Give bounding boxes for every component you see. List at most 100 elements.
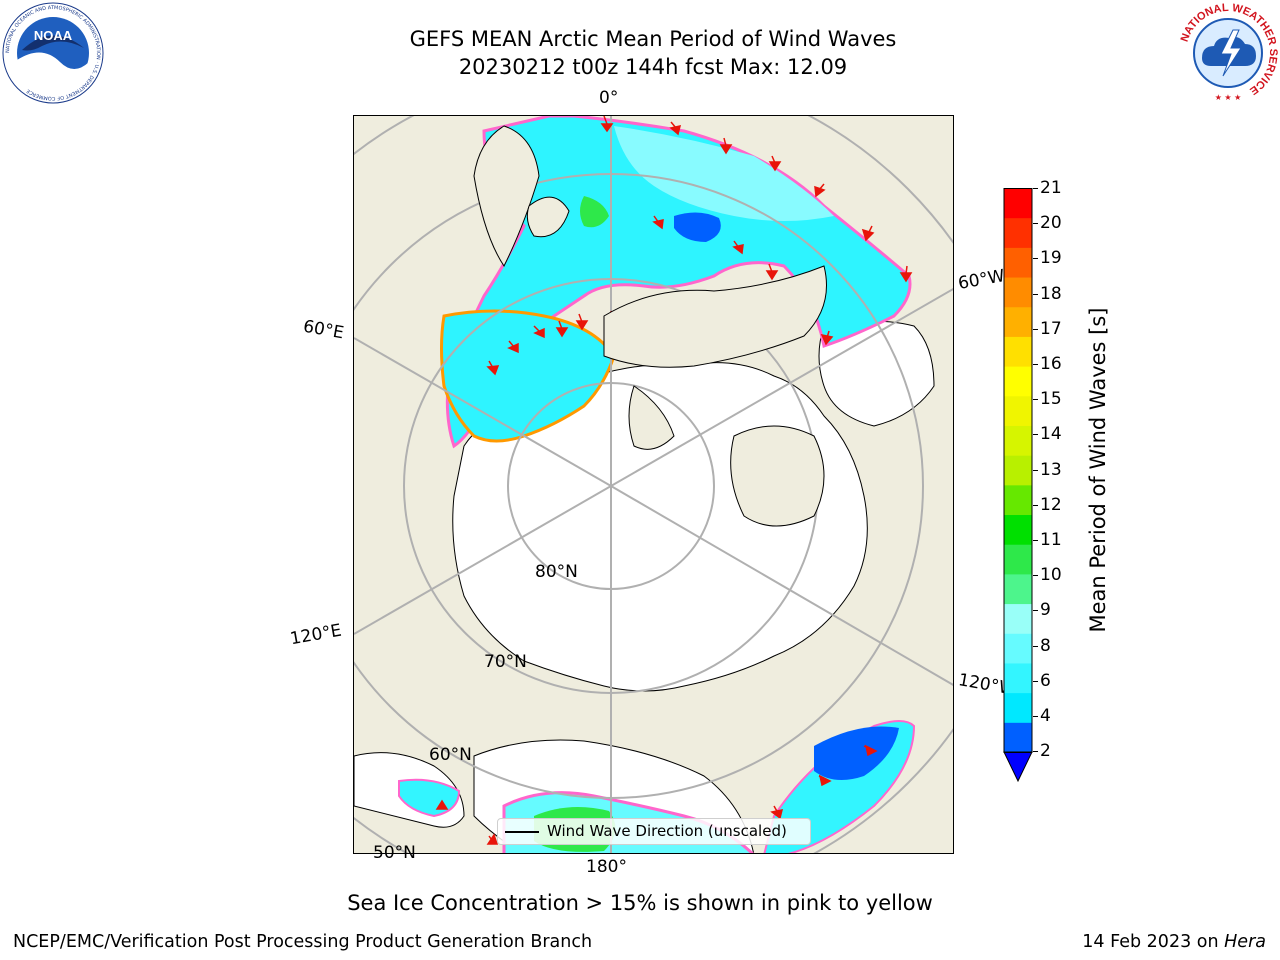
colorbar-segment — [1004, 277, 1032, 308]
colorbar-label: Mean Period of Wind Waves [s] — [1086, 307, 1110, 633]
colorbar-tick-mark — [1033, 223, 1038, 225]
map-canvas — [354, 116, 953, 853]
polar-map — [353, 115, 954, 854]
wave-arrow — [818, 774, 832, 787]
colorbar-tick-label: 20 — [1040, 213, 1062, 234]
gridline-60w — [610, 287, 953, 487]
coastlines — [473, 125, 827, 527]
colorbar-tick-label: 10 — [1040, 565, 1062, 586]
colorbar-tick-label: 15 — [1040, 389, 1062, 410]
colorbar-tick-label: 12 — [1040, 494, 1062, 515]
svg-text:★ ★ ★: ★ ★ ★ — [1215, 93, 1242, 102]
colorbar-tick-label: 17 — [1040, 318, 1062, 339]
wave-field-iceland-dark — [674, 212, 721, 242]
wave-arrow — [435, 799, 449, 810]
colorbar-tick-label: 13 — [1040, 459, 1062, 480]
noaa-wordmark: NOAA — [34, 28, 73, 43]
colorbar-tick-mark — [1033, 364, 1038, 365]
colorbar-tick-mark — [1033, 680, 1038, 682]
colorbar-tick-label: 8 — [1040, 635, 1051, 656]
colorbar-tick-mark — [1033, 293, 1038, 295]
lon-label-60w: 60°W — [956, 266, 1007, 294]
colorbar-tick-mark — [1033, 504, 1038, 506]
sea-ice-note: Sea Ice Concentration > 15% is shown in … — [347, 891, 933, 915]
colorbar-tick-label: 4 — [1040, 706, 1051, 726]
colorbar-segment — [1004, 455, 1032, 486]
colorbar-segment — [1004, 544, 1032, 575]
chart-title: GEFS MEAN Arctic Mean Period of Wind Wav… — [409, 27, 897, 51]
gridline-120w — [610, 485, 953, 686]
colorbar-tick-mark — [1033, 434, 1038, 436]
colorbar-segment — [1004, 336, 1032, 367]
wave-arrow — [770, 805, 784, 820]
lat-label-70n: 70°N — [484, 652, 527, 672]
noaa-logo: NOAA NATIONAL OCEANIC AND ATMOSPHERIC AD… — [2, 2, 104, 104]
wave-arrow — [861, 225, 875, 242]
colorbar-segment — [1004, 692, 1032, 723]
colorbar-segment — [1004, 217, 1032, 248]
colorbar-tick-mark — [1033, 645, 1038, 647]
wave-arrow — [555, 320, 569, 338]
footer-host: Hera — [1224, 932, 1266, 952]
colorbar-segment — [1004, 425, 1032, 456]
footer-credit: NCEP/EMC/Verification Post Processing Pr… — [13, 932, 593, 952]
gridline-60e — [354, 337, 612, 487]
wave-arrow — [768, 155, 782, 172]
colorbar-tick-label: 11 — [1040, 530, 1062, 550]
lon-label-180: 180° — [586, 857, 627, 877]
gridline-120e — [354, 485, 612, 635]
colorbar-segment — [1004, 662, 1032, 694]
map-legend: Wind Wave Direction (unscaled) — [497, 818, 811, 845]
footer-date-text: 14 Feb 2023 on — [1082, 932, 1225, 952]
colorbar-tick-mark — [1033, 575, 1038, 577]
colorbar-tick-mark — [1033, 188, 1038, 189]
colorbar-tick-label: 21 — [1040, 178, 1062, 198]
wave-direction-arrows — [435, 116, 913, 845]
lat-label-50n: 50°N — [373, 843, 416, 863]
wave-field-green-patch — [580, 196, 609, 228]
legend-label: Wind Wave Direction (unscaled) — [547, 822, 787, 840]
colorbar-segment — [1004, 633, 1032, 664]
colorbar-tick-label: 16 — [1040, 354, 1062, 374]
map-gridlines — [354, 116, 953, 853]
wave-arrow — [863, 744, 878, 757]
colorbar-tick-mark — [1033, 399, 1038, 401]
colorbar-tick-label: 18 — [1040, 283, 1062, 304]
hudson-ice-region — [818, 320, 935, 427]
colorbar-segment — [1004, 603, 1032, 634]
lon-label-0: 0° — [599, 88, 619, 108]
colorbar-extend-triangle — [1003, 751, 1033, 782]
lat-label-60n: 60°N — [429, 745, 472, 765]
wave-arrow — [732, 240, 744, 255]
wave-arrow — [507, 340, 519, 354]
colorbar-segment — [1004, 514, 1032, 545]
colorbar-tick-mark — [1033, 716, 1038, 717]
colorbar-tick-mark — [1033, 258, 1038, 260]
colorbar-outline — [1003, 188, 1033, 753]
colorbar-tick-mark — [1033, 469, 1038, 471]
colorbar — [1003, 188, 1033, 782]
wave-arrow — [652, 215, 664, 230]
colorbar-tick-label: 14 — [1040, 424, 1062, 445]
colorbar-segment — [1004, 573, 1032, 605]
colorbar-tick-mark — [1033, 751, 1038, 753]
wave-arrow — [533, 325, 545, 339]
colorbar-tick-mark — [1033, 328, 1038, 330]
colorbar-segment — [1004, 306, 1032, 337]
chart-subtitle: 20230212 t00z 144h fcst Max: 12.09 — [458, 55, 848, 79]
lat-label-80n: 80°N — [535, 562, 578, 582]
colorbar-tick-label: 9 — [1040, 600, 1051, 621]
colorbar-tick-mark — [1033, 540, 1038, 541]
wave-arrow — [486, 833, 499, 845]
wave-arrow — [719, 137, 733, 155]
footer-date: 14 Feb 2023 on Hera — [1082, 932, 1266, 952]
wave-arrow — [575, 313, 589, 331]
colorbar-segment — [1004, 188, 1032, 219]
colorbar-segment — [1004, 247, 1032, 278]
wave-arrow — [814, 183, 826, 198]
colorbar-segment — [1004, 722, 1032, 753]
wave-arrow — [486, 360, 500, 376]
lon-label-60e: 60°E — [301, 316, 346, 344]
legend-line-sample — [505, 831, 539, 833]
colorbar-segment — [1004, 395, 1032, 426]
